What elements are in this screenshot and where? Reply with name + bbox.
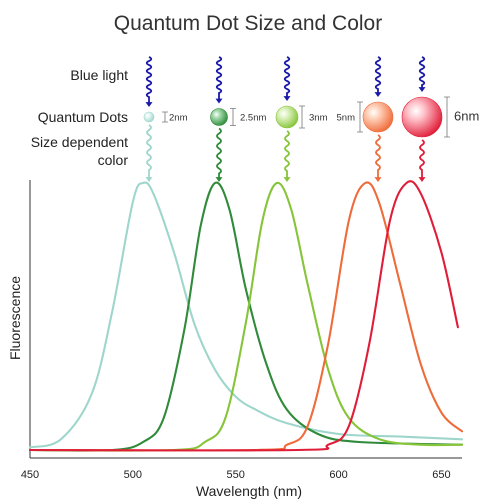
x-tick-label: 450 — [21, 469, 39, 481]
blue-light-arrowhead — [145, 102, 153, 107]
emitted-light-arrow — [419, 139, 425, 178]
emitted-light-arrowhead — [145, 177, 153, 182]
x-tick-label: 600 — [329, 469, 347, 481]
quantum-dot-sphere — [401, 96, 443, 138]
size-bracket — [162, 111, 168, 123]
emitted-light-arrow — [284, 130, 290, 178]
emission-curve-1 — [28, 181, 464, 449]
row-label-quantum-dots: Quantum Dots — [38, 109, 128, 125]
size-bracket — [444, 96, 450, 138]
x-tick-label: 550 — [227, 469, 245, 481]
emitted-light-arrowhead — [283, 177, 291, 182]
emitted-light-arrowhead — [374, 177, 382, 182]
x-axis-ticks: 450 500 550 600 650 — [21, 469, 451, 481]
emission-curve-2 — [28, 181, 464, 452]
emission-curves — [28, 180, 464, 452]
blue-light-arrow — [374, 56, 382, 94]
fluorescence-plot: 450 500 550 600 650 Wavelength (nm) Fluoresc… — [7, 180, 464, 499]
dot-size-label: 2nm — [169, 113, 188, 124]
size-bracket — [357, 101, 363, 133]
dot-size-label: 3nm — [309, 113, 328, 124]
blue-light-arrowhead — [418, 87, 426, 92]
blue-light-arrow — [283, 56, 291, 98]
emitted-light-arrowhead — [418, 177, 426, 182]
row-label-size-dependent: Size dependent — [31, 134, 128, 150]
quantum-dot-sphere — [275, 105, 299, 129]
x-axis-label: Wavelength (nm) — [196, 483, 302, 499]
diagram-title: Quantum Dot Size and Color — [114, 12, 382, 35]
x-tick-label: 500 — [124, 469, 142, 481]
row-label-color: color — [98, 152, 129, 168]
quantum-dot-sphere — [362, 101, 394, 133]
size-bracket — [230, 108, 236, 126]
quantum-dot-sphere — [210, 108, 228, 126]
size-bracket — [299, 105, 305, 129]
y-axis-label: Fluorescence — [7, 276, 23, 360]
blue-light-arrow — [215, 56, 223, 101]
row-label-blue-light: Blue light — [70, 67, 128, 83]
emitted-light-arrow — [216, 127, 222, 178]
blue-light-arrow — [418, 56, 426, 89]
emitted-light-arrowhead — [215, 177, 223, 182]
dot-size-label: 5nm — [337, 113, 356, 124]
x-tick-label: 650 — [432, 469, 450, 481]
quantum-dot-sphere — [143, 111, 155, 123]
emitted-light-arrow — [375, 134, 381, 178]
emitted-light-arrow — [146, 124, 152, 178]
blue-light-arrowhead — [374, 92, 382, 97]
blue-light-arrow — [145, 56, 153, 104]
emission-curve-3 — [28, 181, 464, 452]
dot-size-label: 2.5nm — [240, 113, 266, 124]
dot-size-label: 6nm — [454, 109, 479, 124]
blue-light-arrowhead — [215, 98, 223, 104]
emission-curve-5 — [28, 180, 459, 452]
quantum-dots-group: 2nm 2.5nm 3nm 5nm 6nm — [143, 56, 479, 182]
blue-light-arrowhead — [283, 96, 291, 101]
